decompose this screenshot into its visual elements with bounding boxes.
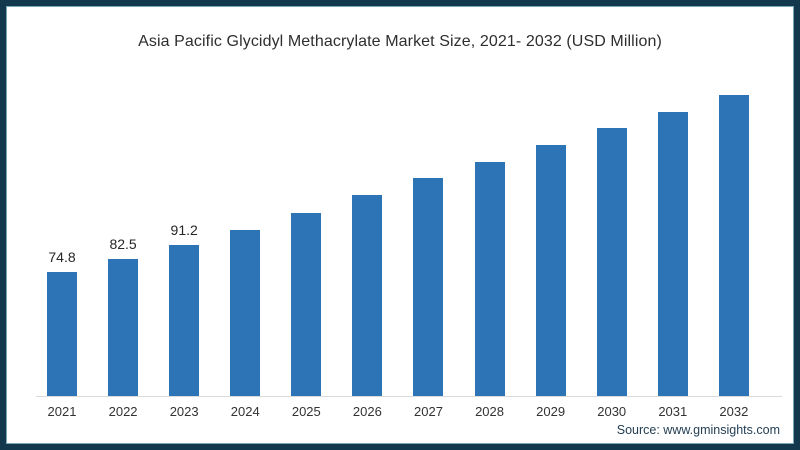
x-tick-2023: 2023 — [169, 404, 199, 419]
bar-2023 — [169, 245, 200, 396]
bar-2028 — [474, 162, 505, 396]
x-tick-2027: 2027 — [414, 404, 443, 419]
source-attribution: Source: www.gminsights.com — [616, 423, 780, 437]
bar-cell-2028 — [474, 162, 505, 396]
value-label-2023: 91.2 — [170, 222, 198, 238]
x-tick-2022: 2022 — [108, 404, 138, 419]
x-axis-line — [36, 396, 782, 397]
bar-cell-2022: 82.5 — [108, 236, 139, 396]
bar-cell-2024 — [230, 230, 261, 396]
bar-cell-2029 — [535, 145, 566, 396]
x-tick-2032: 2032 — [719, 404, 749, 419]
x-tick-2028: 2028 — [475, 404, 504, 419]
bar-cell-2025 — [291, 213, 322, 396]
bar-cell-2031 — [657, 112, 688, 396]
x-tick-2031: 2031 — [658, 404, 688, 419]
bar-cell-2032 — [718, 95, 749, 396]
bar-chart-plot: 74.8 82.5 91.2 2021 2022 2023 2024 2025 2026 202… — [36, 61, 782, 419]
bar-2022 — [108, 259, 139, 396]
bar-cell-2027 — [413, 178, 444, 396]
x-tick-2021: 2021 — [47, 404, 77, 419]
value-label-2021: 74.8 — [48, 249, 76, 265]
x-tick-2025: 2025 — [291, 404, 321, 419]
bar-2027 — [413, 178, 444, 396]
x-axis-labels: 2021 2022 2023 2024 2025 2026 2027 2028 2029 2030… — [47, 404, 749, 419]
bar-2030 — [596, 128, 627, 396]
bar-2031 — [657, 112, 688, 396]
x-tick-2024: 2024 — [230, 404, 260, 419]
x-tick-2026: 2026 — [352, 404, 382, 419]
bar-cell-2026 — [352, 195, 383, 396]
x-tick-2029: 2029 — [536, 404, 566, 419]
bar-cell-2021: 74.8 — [47, 249, 77, 396]
chart-title: Asia Pacific Glycidyl Methacrylate Marke… — [138, 33, 662, 50]
bar-2029 — [535, 145, 566, 396]
bars-container: 74.8 82.5 91.2 — [47, 61, 749, 396]
bar-2026 — [352, 195, 383, 396]
bar-2025 — [291, 213, 322, 396]
bar-2032 — [718, 95, 749, 396]
bar-cell-2030 — [596, 128, 627, 396]
value-label-2022: 82.5 — [109, 236, 137, 252]
bar-2021 — [47, 272, 77, 396]
x-tick-2030: 2030 — [597, 404, 627, 419]
bar-2024 — [230, 230, 261, 396]
bar-cell-2023: 91.2 — [169, 222, 200, 396]
